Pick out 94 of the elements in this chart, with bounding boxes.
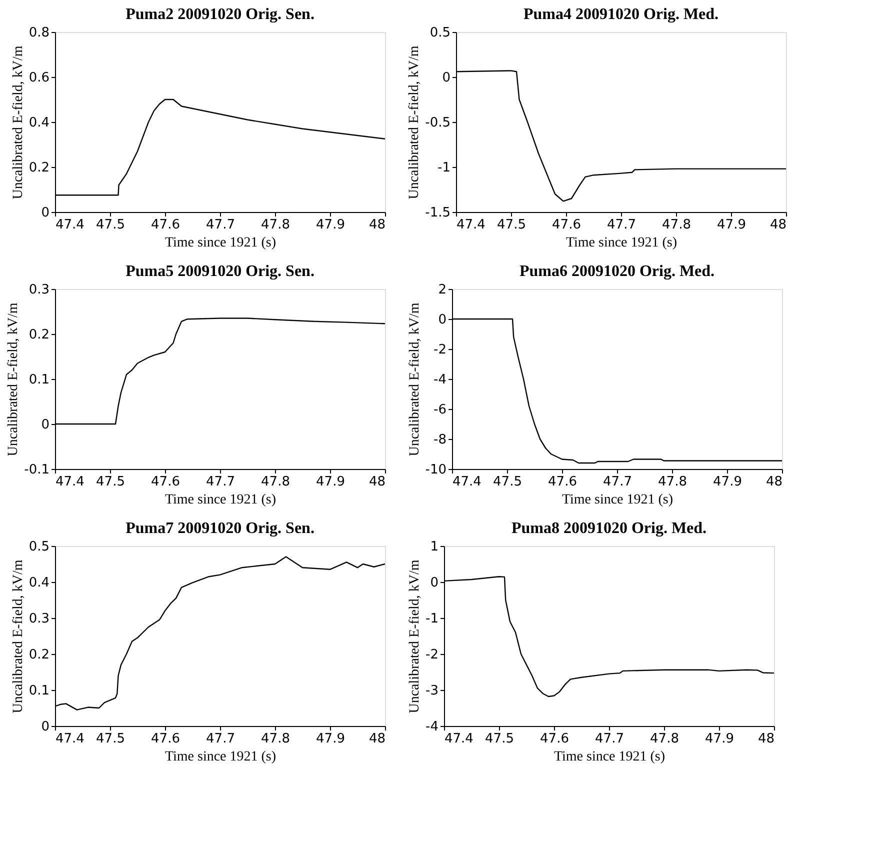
x-tick-label: 47.6	[548, 474, 577, 490]
y-tick-label: -4	[434, 372, 446, 388]
x-tick-label: 47.9	[316, 474, 345, 490]
y-tick-label: 0.1	[28, 684, 50, 698]
x-tick-label: 47.9	[316, 732, 345, 746]
x-tick-label: 47.5	[493, 474, 522, 490]
y-axis-title: Uncalibrated E-field, kV/m	[407, 46, 422, 200]
y-tick-label: 0.5	[430, 26, 450, 40]
y-tick-label: -8	[434, 432, 446, 448]
chart-title: Puma6 20091020 Orig. Med.	[519, 263, 715, 280]
x-axis-title: Time since 1921 (s)	[562, 492, 674, 508]
x-tick-label: 47.4	[452, 474, 482, 490]
y-tick-label: 0	[438, 312, 446, 328]
y-tick-label: 0.8	[28, 26, 50, 40]
y-tick-label: 0.4	[28, 576, 50, 590]
y-tick-label: 0	[41, 206, 50, 220]
x-tick-label: 47.7	[595, 732, 624, 746]
y-tick-label: -2	[434, 342, 446, 358]
x-tick-label: 47.9	[717, 218, 746, 232]
y-tick-label: 2	[438, 282, 446, 298]
x-tick-label: 47.4	[56, 732, 84, 746]
x-tick-label: 47.8	[662, 218, 691, 232]
y-tick-label: 0	[442, 70, 450, 86]
x-tick-label: 47.4	[444, 732, 474, 746]
x-axis-title: Time since 1921 (s)	[164, 492, 276, 508]
y-tick-label: -1	[438, 160, 450, 176]
x-tick-label: 48	[770, 218, 786, 232]
x-tick-label: 48	[368, 218, 386, 232]
x-tick-label: 48	[368, 474, 386, 490]
x-tick-label: 47.8	[650, 732, 679, 746]
x-tick-label: 47.9	[713, 474, 742, 490]
y-tick-label: 0.5	[28, 540, 50, 554]
x-tick-label: 47.7	[607, 218, 636, 232]
x-tick-label: 47.9	[705, 732, 734, 746]
x-tick-label: 47.4	[56, 218, 84, 232]
x-tick-label: 47.6	[540, 732, 569, 746]
y-tick-label: 1	[430, 540, 438, 554]
y-tick-label: 0.1	[28, 372, 50, 388]
x-tick-label: 47.6	[552, 218, 581, 232]
x-tick-label: 48	[368, 732, 386, 746]
y-axis-title: Uncalibrated E-field, kV/m	[408, 560, 423, 714]
x-axis-title: Time since 1921 (s)	[164, 750, 276, 764]
x-tick-label: 47.4	[56, 474, 84, 490]
x-tick-label: 47.6	[151, 218, 180, 232]
y-tick-label: -3	[426, 684, 438, 698]
y-tick-label: -10	[425, 462, 446, 478]
x-tick-label: 47.8	[261, 732, 290, 746]
x-tick-label: 47.9	[316, 218, 345, 232]
x-tick-label: 47.5	[96, 218, 125, 232]
chart-title: Puma5 20091020 Orig. Sen.	[126, 263, 314, 280]
x-axis-title: Time since 1921 (s)	[566, 236, 678, 250]
y-tick-label: 0	[41, 720, 50, 734]
x-tick-label: 47.8	[658, 474, 687, 490]
y-tick-label: 0.6	[28, 70, 50, 86]
x-tick-label: 47.7	[206, 732, 235, 746]
chart-title: Puma7 20091020 Orig. Sen.	[126, 520, 314, 537]
x-tick-label: 48	[766, 474, 782, 490]
x-tick-label: 47.7	[206, 474, 235, 490]
x-axis-title: Time since 1921 (s)	[164, 236, 276, 250]
y-tick-label: -2	[426, 648, 438, 662]
y-tick-label: -1.5	[425, 206, 450, 220]
y-tick-label: 0.2	[28, 160, 50, 176]
y-tick-label: 0	[41, 418, 50, 432]
x-tick-label: 47.5	[485, 732, 514, 746]
x-tick-label: 47.5	[497, 218, 526, 232]
y-tick-label: 0.4	[28, 116, 50, 130]
y-axis-title: Uncalibrated E-field, kV/m	[407, 302, 422, 456]
x-tick-label: 47.7	[206, 218, 235, 232]
y-tick-label: -1	[426, 612, 438, 626]
chart-title: Puma4 20091020 Orig. Med.	[523, 6, 719, 23]
y-tick-label: -0.5	[425, 116, 450, 130]
x-tick-label: 47.7	[603, 474, 632, 490]
y-axis-title: Uncalibrated E-field, kV/m	[10, 560, 26, 714]
y-tick-label: 0.3	[28, 612, 50, 626]
y-tick-label: 0.3	[28, 282, 50, 298]
x-tick-label: 47.8	[261, 218, 290, 232]
x-tick-label: 47.5	[96, 474, 125, 490]
x-tick-label: 47.5	[96, 732, 125, 746]
x-tick-label: 48	[758, 732, 774, 746]
y-tick-label: -0.1	[24, 462, 50, 478]
chart-title: Puma8 20091020 Orig. Med.	[511, 520, 707, 537]
y-axis-title: Uncalibrated E-field, kV/m	[6, 302, 22, 456]
x-axis-title: Time since 1921 (s)	[554, 750, 666, 764]
y-axis-title: Uncalibrated E-field, kV/m	[10, 46, 26, 200]
y-tick-label: -6	[434, 402, 446, 418]
y-tick-label: 0	[430, 576, 438, 590]
y-tick-label: -4	[426, 720, 438, 734]
x-tick-label: 47.6	[151, 474, 180, 490]
y-tick-label: 0.2	[28, 328, 50, 342]
y-tick-label: 0.2	[28, 648, 50, 662]
x-tick-label: 47.6	[151, 732, 180, 746]
x-tick-label: 47.4	[456, 218, 486, 232]
x-tick-label: 47.8	[261, 474, 290, 490]
chart-title: Puma2 20091020 Orig. Sen.	[126, 6, 314, 23]
